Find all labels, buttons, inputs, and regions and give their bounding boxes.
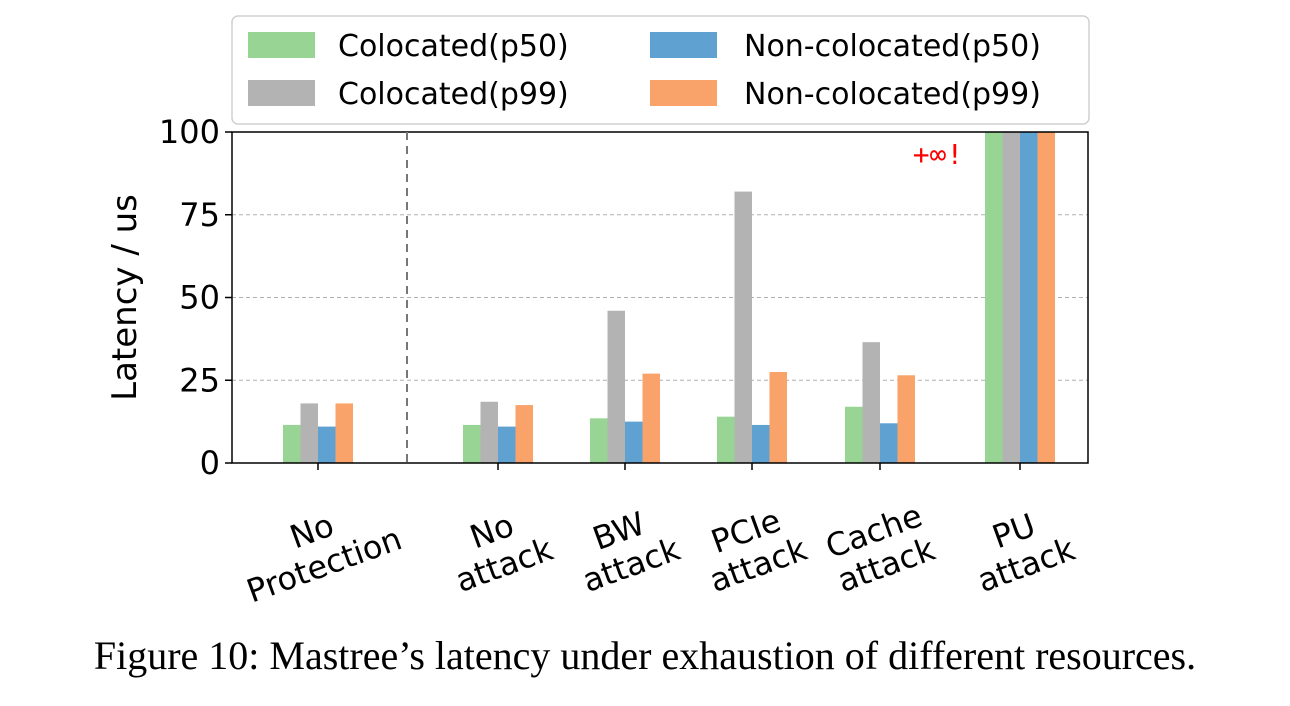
x-category-label: Cacheattack	[820, 496, 940, 600]
bar	[607, 310, 625, 463]
bar	[985, 132, 1003, 463]
bar	[335, 403, 353, 463]
legend-swatch	[650, 80, 717, 106]
legend-label: Non-colocated(p50)	[744, 29, 1041, 64]
y-axis-label: Latency / us	[105, 194, 145, 401]
x-category-label: NoProtection	[229, 486, 406, 611]
legend-swatch	[248, 80, 315, 106]
bar	[752, 424, 770, 463]
y-tick-label: 100	[159, 113, 220, 151]
legend-box	[231, 15, 1090, 125]
x-category-label: PUattack	[960, 496, 1080, 600]
bar	[463, 424, 481, 463]
bar	[1020, 132, 1038, 463]
legend-label: Non-colocated(p99)	[744, 77, 1041, 112]
bar	[283, 424, 301, 463]
bar	[769, 371, 787, 463]
bar	[590, 418, 608, 463]
y-tick-label: 50	[179, 279, 220, 317]
bar	[717, 416, 735, 463]
bar	[734, 191, 752, 463]
legend-label: Colocated(p99)	[338, 77, 569, 112]
y-tick-label: 75	[179, 196, 220, 234]
bar	[480, 401, 498, 463]
bar	[515, 405, 533, 463]
x-category-label: BWattack	[565, 496, 685, 600]
bar	[498, 426, 516, 463]
bar	[300, 403, 318, 463]
infinity-annotation: +∞!	[913, 138, 964, 171]
legend-label: Colocated(p50)	[338, 29, 569, 64]
legend-swatch	[248, 32, 315, 58]
bar	[845, 406, 863, 463]
x-category-label: Noattack	[438, 496, 558, 600]
legend-swatch	[650, 32, 717, 58]
bar	[1037, 132, 1055, 463]
bar	[625, 421, 643, 463]
bar	[862, 342, 880, 463]
bar	[318, 426, 336, 463]
bar	[1002, 132, 1020, 463]
legend: Colocated(p50) Colocated(p99) Non-colocate…	[231, 15, 1090, 125]
y-tick-label: 25	[179, 361, 220, 399]
bar	[897, 375, 915, 463]
x-category-label: PCIeattack	[692, 496, 812, 600]
bar	[880, 423, 898, 463]
bar	[642, 373, 660, 463]
y-tick-label: 0	[200, 444, 220, 482]
figure-caption: Figure 10: Mastree’s latency under exhau…	[93, 633, 1197, 678]
